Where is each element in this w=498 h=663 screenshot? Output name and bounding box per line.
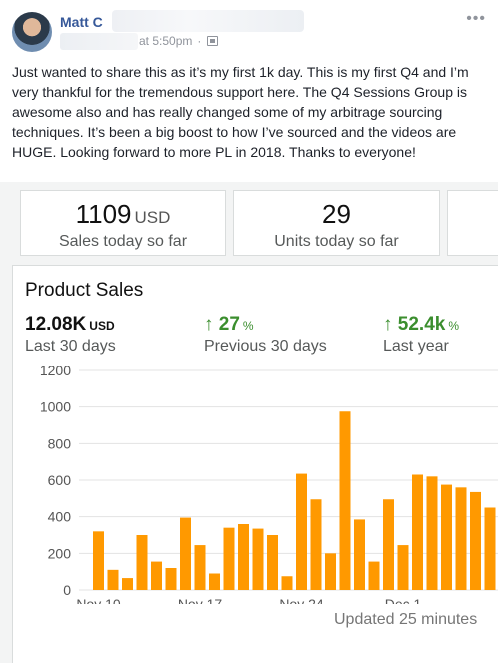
sales-today-unit: USD xyxy=(134,208,171,227)
metric-label: Last year xyxy=(383,338,449,355)
units-today-label: Units today so far xyxy=(274,233,399,250)
author-avatar[interactable] xyxy=(12,12,52,52)
partial-card xyxy=(447,190,498,256)
x-tick-label: Nov 24 xyxy=(279,596,324,604)
y-tick-label: 400 xyxy=(48,509,72,525)
bar xyxy=(470,491,481,590)
bar xyxy=(107,569,119,590)
bar xyxy=(281,576,293,590)
metric-last-30-days: 12.08K USD Last 30 days xyxy=(25,314,116,356)
bar xyxy=(180,517,191,590)
post-photo[interactable]: 1109 USD Sales today so far 29 Units toda… xyxy=(0,182,498,663)
bar xyxy=(209,573,220,590)
bar xyxy=(252,528,264,590)
metric-last-year: ↑ 52.4k% Last year xyxy=(383,314,459,356)
up-arrow-icon: ↑ xyxy=(383,314,393,335)
updated-status: Updated 25 minutes xyxy=(334,611,478,628)
redacted-date-blur xyxy=(60,33,138,50)
bar xyxy=(368,561,380,590)
units-today-value: 29 xyxy=(322,199,351,229)
bar xyxy=(383,499,394,590)
metric-value: 12.08K xyxy=(25,314,87,335)
bar xyxy=(136,535,148,590)
y-tick-label: 1000 xyxy=(40,399,71,415)
bar xyxy=(93,531,104,590)
bar xyxy=(484,507,496,590)
y-tick-label: 1200 xyxy=(40,366,71,378)
panel-title: Product Sales xyxy=(25,280,144,301)
bar xyxy=(325,553,336,590)
bar xyxy=(310,499,322,590)
metric-label: Previous 30 days xyxy=(204,338,327,355)
units-today-card: 29 Units today so far xyxy=(233,190,440,256)
y-tick-label: 0 xyxy=(63,582,71,598)
x-tick-label: Dec 1 xyxy=(385,596,422,604)
sales-today-card: 1109 USD Sales today so far xyxy=(20,190,226,256)
sales-today-label: Sales today so far xyxy=(58,233,188,250)
post-time[interactable]: at 5:50pm xyxy=(139,34,193,48)
ellipsis-icon[interactable]: ••• xyxy=(466,10,486,27)
y-tick-label: 600 xyxy=(48,472,72,488)
y-tick-label: 800 xyxy=(48,435,72,451)
y-tick-label: 200 xyxy=(48,545,72,561)
post-meta: at 5:50pm · xyxy=(139,34,219,48)
metric-unit: % xyxy=(242,319,254,333)
bar xyxy=(412,474,423,590)
post-message: Just wanted to share this as it’s my fir… xyxy=(12,64,469,160)
bar xyxy=(354,519,365,590)
meta-separator: · xyxy=(197,34,202,48)
product-sales-panel: Product Sales 12.08K USD Last 30 days ↑ 2… xyxy=(12,265,498,663)
bar xyxy=(296,473,307,590)
x-tick-label: Nov 10 xyxy=(76,596,121,604)
author-name[interactable]: Matt C xyxy=(60,14,103,30)
bar xyxy=(441,484,452,590)
metric-label: Last 30 days xyxy=(25,338,116,355)
metric-unit: % xyxy=(448,319,459,333)
bar xyxy=(397,545,409,590)
bar xyxy=(238,524,249,590)
redacted-name-blur xyxy=(112,10,304,32)
bar xyxy=(151,561,162,590)
metric-value: 27 xyxy=(218,314,240,335)
bar xyxy=(426,476,438,590)
metric-unit: USD xyxy=(89,319,115,333)
bar xyxy=(122,578,133,590)
metric-value: 52.4k xyxy=(397,314,446,335)
bar xyxy=(194,545,206,590)
sales-today-value: 1109 xyxy=(75,199,132,229)
x-tick-label: Nov 17 xyxy=(178,596,223,604)
bar xyxy=(339,411,351,590)
metric-previous-30-days: ↑ 27% Previous 30 days xyxy=(204,314,327,356)
bar xyxy=(223,527,235,590)
sales-bar-chart: 0 200 400 600 800 1000 1200 Nov 10 Nov 17 Nov 24 D… xyxy=(40,366,498,604)
bar xyxy=(455,487,467,590)
up-arrow-icon: ↑ xyxy=(204,314,214,335)
group-icon xyxy=(207,36,219,46)
bar xyxy=(165,568,177,590)
bar xyxy=(267,535,278,590)
